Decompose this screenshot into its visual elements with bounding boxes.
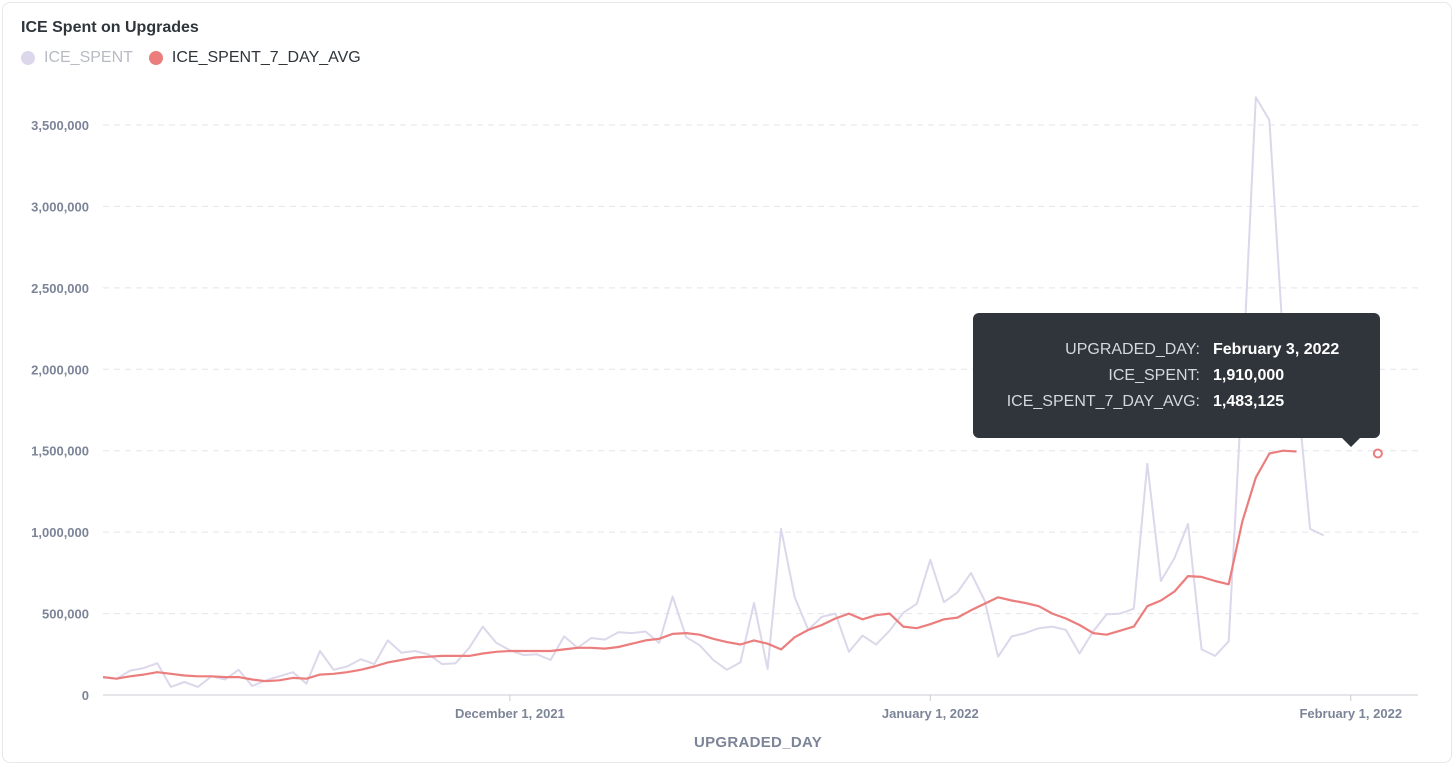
x-tick-label: February 1, 2022 xyxy=(1299,706,1402,721)
chart-title: ICE Spent on Upgrades xyxy=(21,19,199,36)
legend-item-ice-spent[interactable]: ICE_SPENT xyxy=(21,49,133,67)
series-layer xyxy=(102,96,1383,688)
y-tick-label: 500,000 xyxy=(42,607,89,622)
x-axis: December 1, 2021 January 1, 2022 February … xyxy=(103,694,1418,721)
tooltip-row-ice-spent: ICE_SPENT: 1,910,000 xyxy=(973,367,1380,391)
tooltip-key: ICE_SPENT_7_DAY_AVG: xyxy=(1006,393,1200,410)
x-axis-title: UPGRADED_DAY xyxy=(694,734,822,751)
tooltip-value: 1,910,000 xyxy=(1213,367,1285,384)
tooltip-value: 1,483,125 xyxy=(1213,393,1285,410)
y-tick-label: 2,000,000 xyxy=(31,362,89,377)
tooltip-key: ICE_SPENT: xyxy=(1108,367,1200,384)
tooltip-key: UPGRADED_DAY: xyxy=(1065,341,1200,358)
x-tick-label: January 1, 2022 xyxy=(882,706,979,721)
y-tick-label: 2,500,000 xyxy=(31,281,89,296)
legend-dot-ice-spent-7-day-avg xyxy=(148,51,163,65)
y-tick-label: 0 xyxy=(82,688,89,703)
legend-dot-ice-spent xyxy=(21,51,35,65)
hover-tooltip: UPGRADED_DAY: February 3, 2022 ICE_SPENT… xyxy=(973,313,1380,447)
legend-label-ice-spent-7-day-avg: ICE_SPENT_7_DAY_AVG xyxy=(171,49,361,66)
tooltip-arrow xyxy=(1341,437,1361,447)
y-tick-label: 1,000,000 xyxy=(31,525,89,540)
series-line-ice-spent-7-day-avg[interactable] xyxy=(102,449,1297,683)
tooltip-row-ice-spent-7-day-avg: ICE_SPENT_7_DAY_AVG: 1,483,125 xyxy=(973,393,1380,417)
tooltip-value: February 3, 2022 xyxy=(1213,341,1340,358)
y-tick-label: 3,500,000 xyxy=(31,118,89,133)
tooltip-row-upgraded-day: UPGRADED_DAY: February 3, 2022 xyxy=(973,341,1380,365)
legend-item-ice-spent-7-day-avg[interactable]: ICE_SPENT_7_DAY_AVG xyxy=(148,49,361,67)
y-tick-label: 3,000,000 xyxy=(31,199,89,214)
y-tick-label: 1,500,000 xyxy=(31,444,89,459)
x-tick-label: December 1, 2021 xyxy=(455,706,565,721)
series-line-ice-spent[interactable] xyxy=(102,96,1325,688)
y-axis: 0 500,000 1,000,000 1,500,000 2,000,000 2,500… xyxy=(31,118,89,703)
hover-point[interactable] xyxy=(1372,448,1383,459)
legend-label-ice-spent: ICE_SPENT xyxy=(44,49,133,66)
legend: ICE_SPENT ICE_SPENT_7_DAY_AVG xyxy=(21,49,361,67)
